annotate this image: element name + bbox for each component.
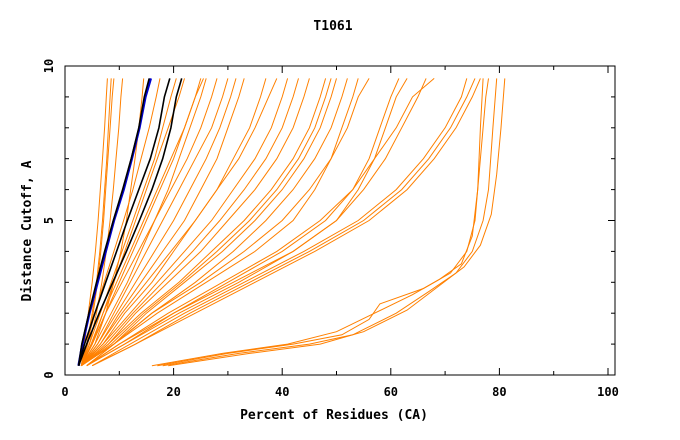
- x-tick-label: 100: [597, 385, 619, 399]
- y-axis-label: Distance Cutoff, A: [20, 160, 35, 301]
- y-tick-label: 0: [42, 371, 56, 378]
- axes: 0 20 40 60 80 100 0 5 10: [42, 59, 619, 399]
- series-line: [86, 78, 435, 367]
- series-line: [80, 78, 278, 367]
- x-tick-label: 0: [61, 385, 68, 399]
- x-tick-label: 80: [492, 385, 506, 399]
- series-line: [77, 78, 171, 366]
- series-line: [86, 78, 427, 367]
- series-lines: [77, 78, 506, 367]
- series-line: [80, 78, 161, 366]
- series-line: [77, 78, 183, 366]
- x-tick-label: 60: [384, 385, 398, 399]
- series-line: [91, 78, 476, 367]
- series-line: [157, 78, 489, 367]
- series-line: [162, 78, 498, 367]
- y-tick-label: 5: [42, 217, 56, 224]
- series-line: [80, 78, 204, 366]
- series-line: [80, 78, 218, 366]
- series-line: [86, 78, 408, 367]
- series-line: [80, 78, 289, 367]
- series-line: [80, 78, 299, 367]
- series-line: [80, 78, 237, 367]
- series-line: [77, 78, 150, 366]
- series-line: [151, 78, 484, 367]
- series-line: [80, 78, 310, 367]
- x-axis-label: Percent of Residues (CA): [240, 408, 428, 423]
- series-line: [80, 78, 229, 367]
- series-line: [86, 78, 400, 367]
- series-line: [80, 78, 177, 366]
- series-line: [81, 78, 337, 367]
- plot-frame: [64, 65, 616, 376]
- series-line: [91, 78, 468, 367]
- series-line: [91, 78, 481, 367]
- chart-title: T1061: [313, 19, 352, 34]
- series-line: [81, 78, 332, 367]
- series-line: [80, 78, 245, 367]
- series-line: [86, 78, 370, 367]
- x-tick-label: 20: [166, 385, 180, 399]
- series-line: [80, 78, 327, 367]
- y-tick-label: 10: [42, 59, 56, 73]
- series-line: [168, 78, 506, 367]
- series-line: [80, 78, 124, 366]
- series-line: [81, 78, 348, 367]
- x-tick-label: 40: [275, 385, 289, 399]
- series-line: [80, 78, 112, 366]
